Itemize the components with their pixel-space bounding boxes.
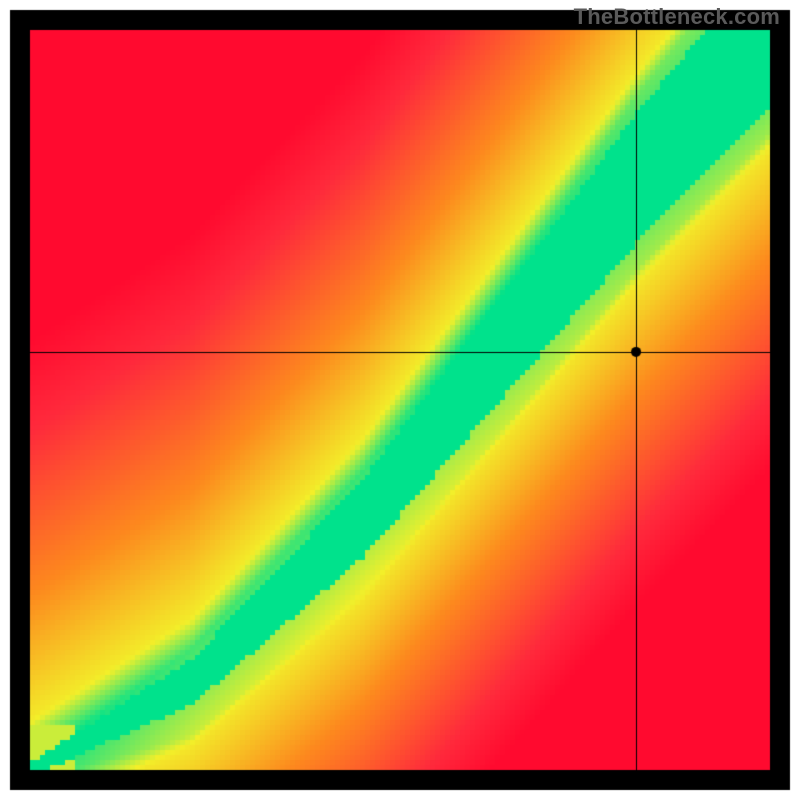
heatmap-canvas: [0, 0, 800, 800]
figure-container: TheBottleneck.com: [0, 0, 800, 800]
watermark-text: TheBottleneck.com: [574, 4, 780, 30]
